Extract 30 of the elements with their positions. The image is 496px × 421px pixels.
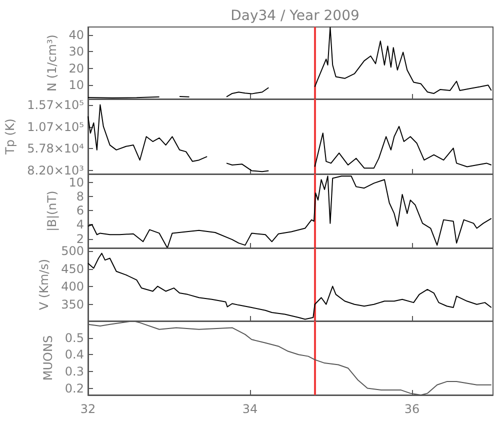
y-tick-label: 8 <box>76 190 84 204</box>
y-tick-label: 450 <box>61 262 84 276</box>
y-tick-label: 4 <box>76 218 84 232</box>
y-tick-label: 10 <box>68 78 84 92</box>
y-tick-label: 10 <box>68 175 84 190</box>
y-tick-label: 1.07×10⁵ <box>27 120 84 134</box>
y-axis-title: MUONS <box>41 335 56 381</box>
y-tick-label: 20 <box>68 61 84 76</box>
y-tick-label: 5.78×10⁴ <box>27 142 84 156</box>
y-tick-label: 8.20×10³ <box>27 164 84 178</box>
y-tick-label: 2 <box>76 232 84 246</box>
y-axis-title: N (1/cm³) <box>44 34 59 92</box>
y-axis-title: V (Km/s) <box>37 258 52 310</box>
y-axis-title: Tp (K) <box>3 118 18 156</box>
x-tick-label: 36 <box>404 402 420 416</box>
y-tick-label: 0.4 <box>64 348 84 362</box>
y-tick-label: 6 <box>76 204 84 218</box>
y-tick-label: 500 <box>61 244 84 258</box>
y-tick-label: 400 <box>61 280 84 294</box>
y-tick-label: 1.57×10⁵ <box>27 98 84 112</box>
x-tick-label: 32 <box>80 402 96 416</box>
y-tick-label: 30 <box>68 44 84 59</box>
y-tick-label: 350 <box>61 297 84 312</box>
y-tick-label: 0.5 <box>64 330 84 345</box>
chart-title: Day34 / Year 2009 <box>230 8 360 24</box>
y-tick-label: 0.3 <box>64 364 84 378</box>
x-tick-label: 34 <box>242 402 258 416</box>
y-tick-label: 0.2 <box>64 381 84 396</box>
y-tick-label: 40 <box>68 28 84 42</box>
y-axis-title: |B|(nT) <box>44 190 59 232</box>
